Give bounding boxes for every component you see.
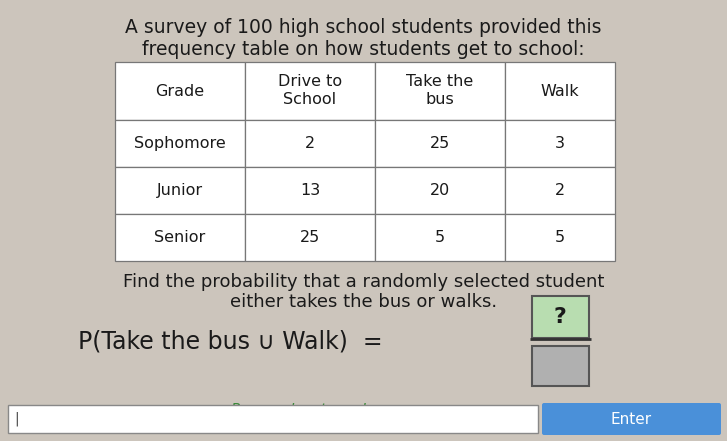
Text: Drive to
School: Drive to School <box>278 75 342 108</box>
Bar <box>375 120 505 167</box>
Bar <box>115 120 245 167</box>
Bar <box>245 120 375 167</box>
Text: 5: 5 <box>555 230 565 245</box>
Text: Sophomore: Sophomore <box>134 136 226 151</box>
Text: Enter: Enter <box>611 411 652 426</box>
FancyBboxPatch shape <box>531 296 588 338</box>
Text: frequency table on how students get to school:: frequency table on how students get to s… <box>142 40 585 59</box>
Bar <box>505 62 615 120</box>
Text: 25: 25 <box>430 136 450 151</box>
Text: 3: 3 <box>555 136 565 151</box>
Text: Find the probability that a randomly selected student: Find the probability that a randomly sel… <box>123 273 604 291</box>
Text: Junior: Junior <box>157 183 203 198</box>
Text: Remember to reduce your answer.: Remember to reduce your answer. <box>231 403 496 418</box>
Text: ?: ? <box>553 307 566 327</box>
Text: Senior: Senior <box>154 230 206 245</box>
Bar <box>8 405 538 433</box>
Bar <box>245 214 375 261</box>
Bar <box>505 120 615 167</box>
Text: 2: 2 <box>555 183 565 198</box>
Text: 2: 2 <box>305 136 315 151</box>
Text: 20: 20 <box>430 183 450 198</box>
Text: 5: 5 <box>435 230 445 245</box>
Bar <box>505 167 615 214</box>
Text: Grade: Grade <box>156 83 204 98</box>
Text: 25: 25 <box>300 230 320 245</box>
Bar <box>245 62 375 120</box>
FancyBboxPatch shape <box>542 403 721 435</box>
Bar <box>505 214 615 261</box>
Bar <box>115 167 245 214</box>
Text: Walk: Walk <box>541 83 579 98</box>
Bar <box>115 214 245 261</box>
Text: Take the
bus: Take the bus <box>406 75 473 108</box>
Text: either takes the bus or walks.: either takes the bus or walks. <box>230 293 497 311</box>
Text: |: | <box>14 412 19 426</box>
Text: 13: 13 <box>300 183 320 198</box>
Bar <box>375 62 505 120</box>
FancyBboxPatch shape <box>531 346 588 386</box>
Bar <box>115 62 245 120</box>
Text: A survey of 100 high school students provided this: A survey of 100 high school students pro… <box>125 18 602 37</box>
Bar <box>375 214 505 261</box>
Bar <box>245 167 375 214</box>
Bar <box>375 167 505 214</box>
Text: P(Take the bus ∪ Walk)  =: P(Take the bus ∪ Walk) = <box>78 329 390 353</box>
